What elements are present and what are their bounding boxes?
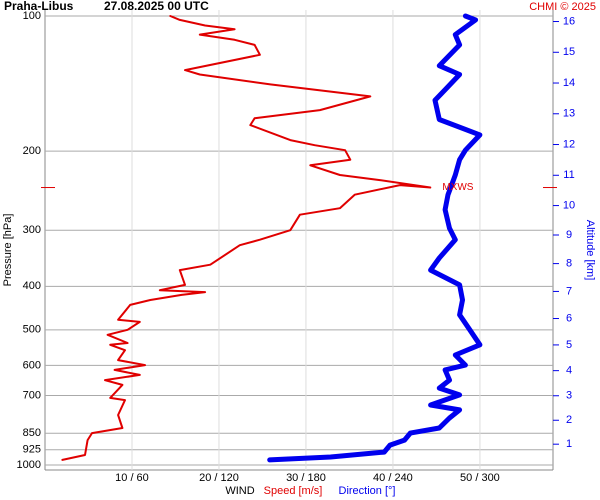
y-axis-label: Pressure [hPa] xyxy=(2,214,14,287)
x-tick-label: 20 / 120 xyxy=(199,472,239,484)
y-tick-label: 600 xyxy=(23,359,41,371)
y2-tick-label: 4 xyxy=(566,365,572,377)
y2-tick-label: 1 xyxy=(566,438,572,450)
y-tick-label: 200 xyxy=(23,145,41,157)
y2-tick-label: 13 xyxy=(563,108,575,120)
x-tick-label: 40 / 240 xyxy=(373,472,413,484)
y-tick-label: 1000 xyxy=(17,459,41,471)
y-tick-label: 700 xyxy=(23,389,41,401)
y2-tick-label: 15 xyxy=(563,46,575,58)
y-tick-label: 850 xyxy=(23,427,41,439)
y2-axis-label: Altitude [km] xyxy=(584,220,596,281)
y2-tick-label: 7 xyxy=(566,285,572,297)
series-line xyxy=(61,15,432,461)
x-tick-label: 50 / 300 xyxy=(460,472,500,484)
legend-label: Speed [m/s] xyxy=(264,485,323,497)
x-tick-label: 10 / 60 xyxy=(115,472,149,484)
y2-tick-label: 12 xyxy=(563,138,575,150)
max-wind-label: MXWS xyxy=(442,182,473,193)
y-tick-label: 400 xyxy=(23,280,41,292)
y-tick-label: 500 xyxy=(23,324,41,336)
y-tick-label: 300 xyxy=(23,224,41,236)
y-tick-label: 925 xyxy=(23,444,41,456)
y2-tick-label: 6 xyxy=(566,312,572,324)
y-tick-label: 100 xyxy=(23,10,41,22)
x-tick-label: 30 / 180 xyxy=(286,472,326,484)
y2-tick-label: 11 xyxy=(563,169,574,181)
y2-tick-label: 10 xyxy=(563,199,575,211)
series-line xyxy=(267,13,483,463)
y2-tick-label: 2 xyxy=(566,414,572,426)
y2-tick-label: 5 xyxy=(566,339,572,351)
y2-tick-label: 8 xyxy=(566,258,572,270)
station-title: Praha-Libus xyxy=(4,0,74,13)
y2-tick-label: 14 xyxy=(563,77,575,89)
credit: CHMI © 2025 xyxy=(529,1,596,13)
date-subtitle: 27.08.2025 00 UTC xyxy=(104,0,209,13)
y2-tick-label: 9 xyxy=(566,229,572,241)
y2-tick-label: 16 xyxy=(563,15,575,27)
y2-tick-label: 3 xyxy=(566,390,572,402)
legend-label: Direction [°] xyxy=(339,485,396,497)
x-axis-label: WIND xyxy=(225,485,254,497)
